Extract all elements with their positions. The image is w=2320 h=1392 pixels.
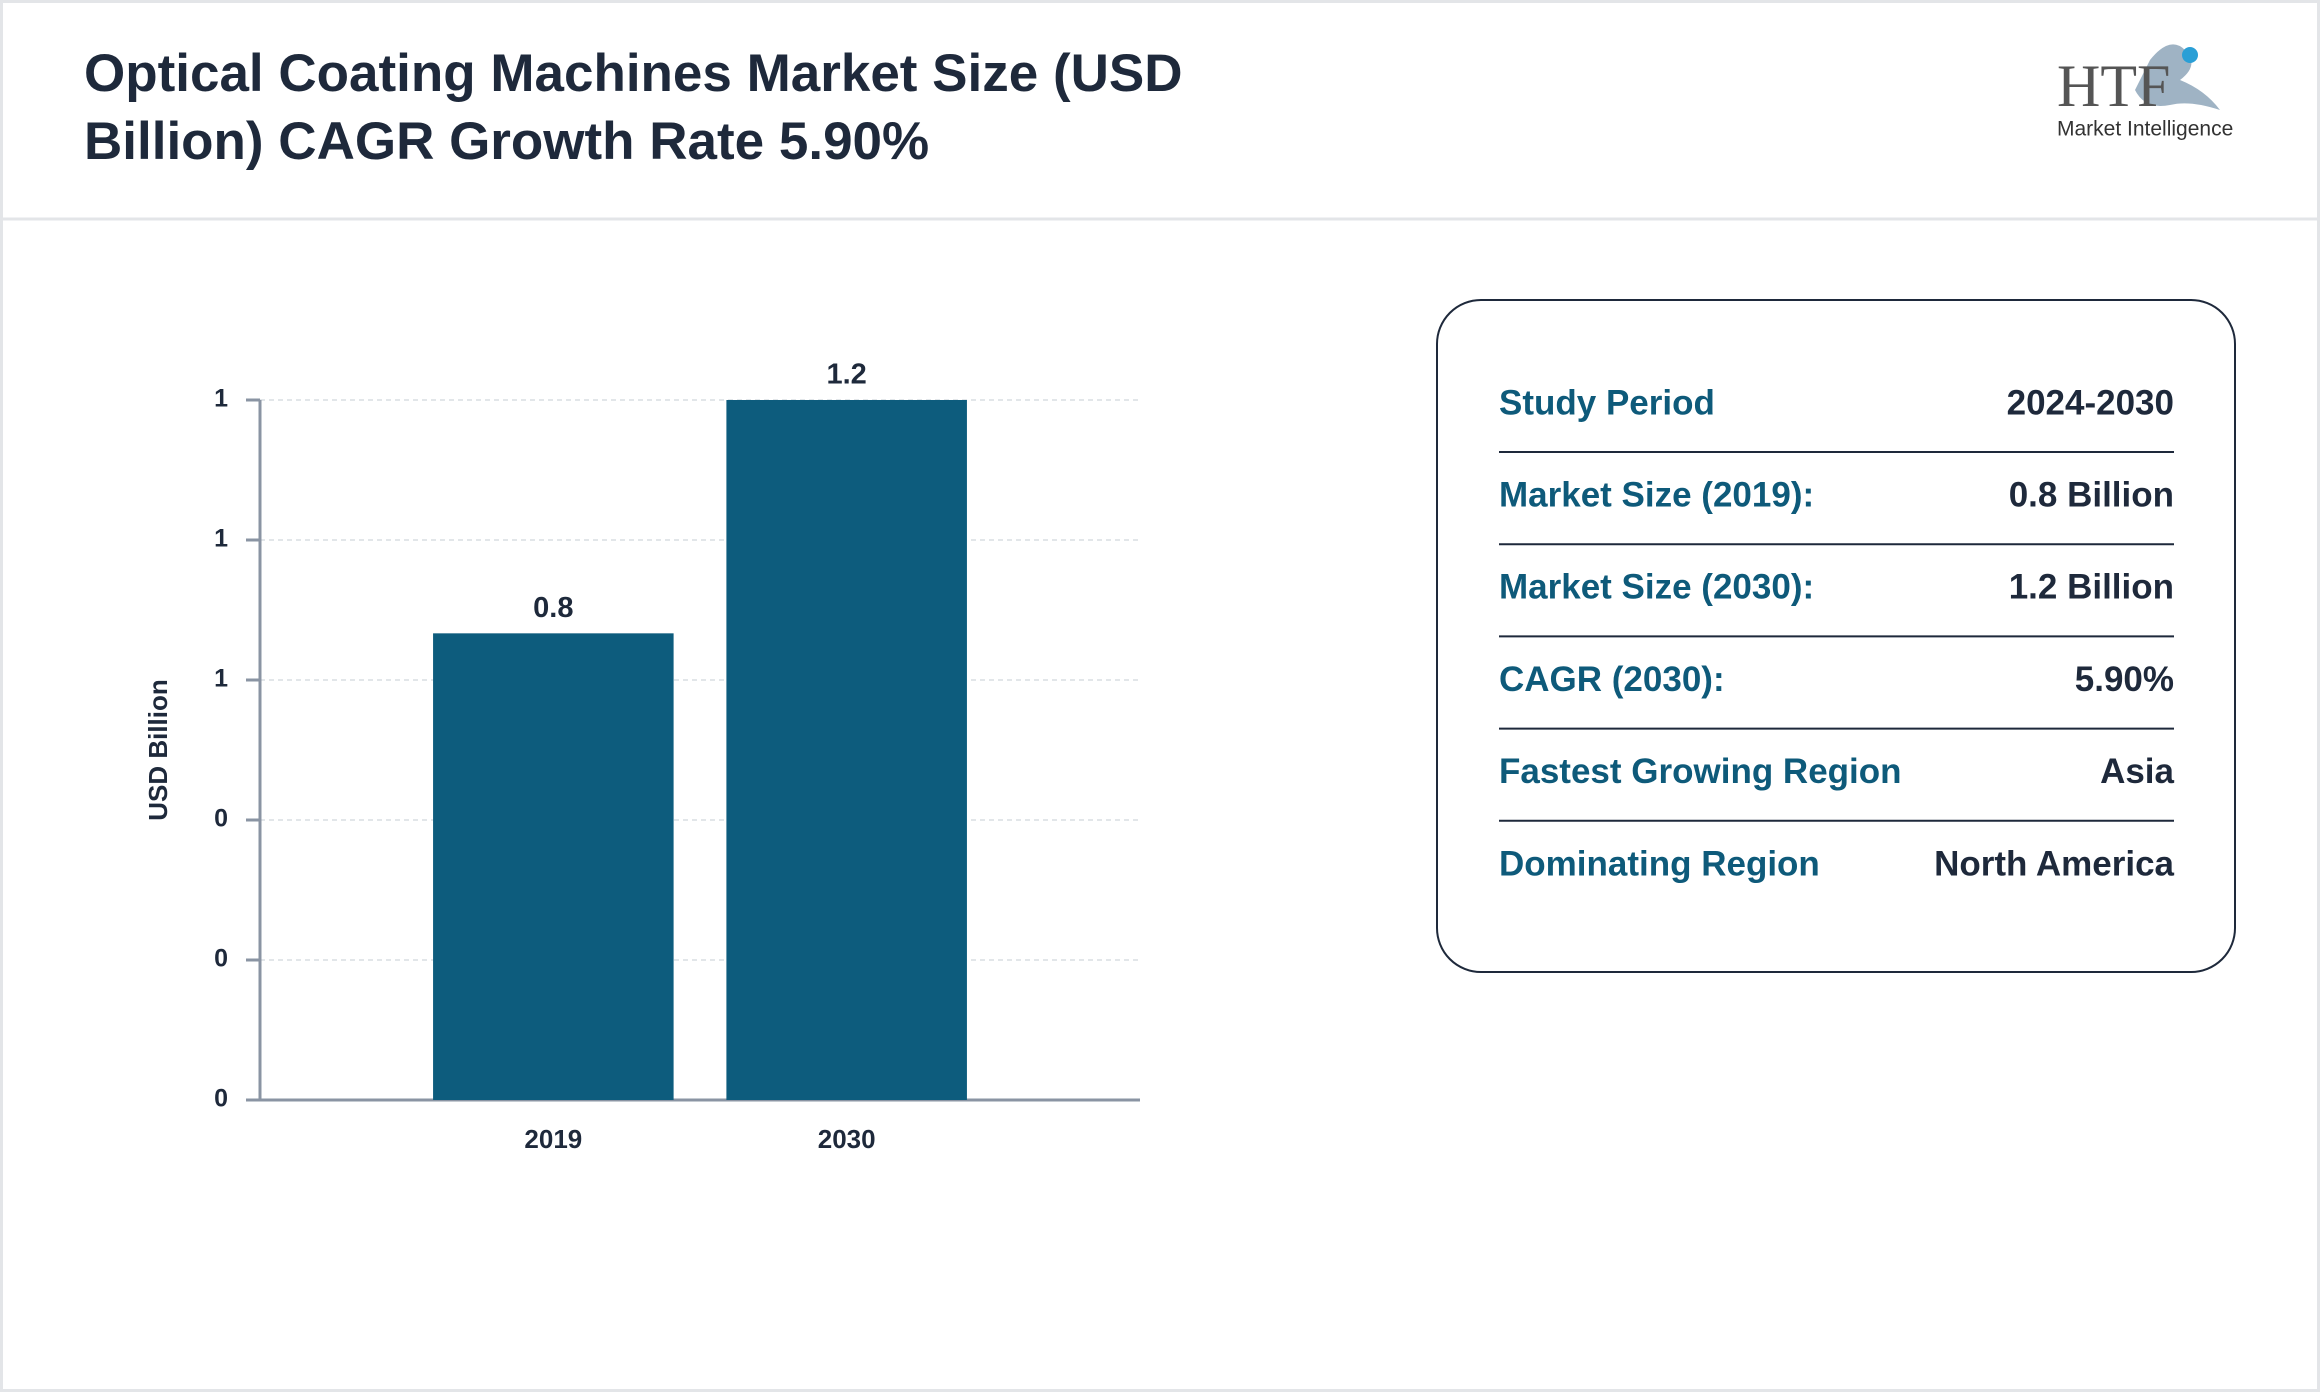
- y-tick-label: 1: [214, 385, 228, 413]
- info-value: 2024-2030: [2007, 383, 2174, 422]
- y-axis-label: USD Billion: [143, 679, 173, 821]
- bar: [433, 633, 674, 1100]
- info-value: North America: [1934, 844, 2174, 883]
- info-label: Study Period: [1499, 383, 1715, 422]
- info-label: Market Size (2030):: [1499, 568, 1814, 607]
- value-label: 1.2: [827, 359, 867, 391]
- title-line: Optical Coating Machines Market Size (US…: [84, 44, 1183, 103]
- value-label: 0.8: [533, 592, 573, 624]
- title-line: Billion) CAGR Growth Rate 5.90%: [84, 112, 929, 171]
- info-value: 1.2 Billion: [2009, 568, 2174, 607]
- x-tick-label: 2030: [818, 1124, 876, 1154]
- y-tick-label: 1: [214, 525, 228, 553]
- info-value: 0.8 Billion: [2009, 475, 2174, 514]
- y-tick-label: 0: [214, 945, 228, 973]
- bar: [726, 400, 967, 1100]
- info-label: Market Size (2019):: [1499, 475, 1814, 514]
- logo-mark: HTF: [2057, 53, 2170, 119]
- info-label: Dominating Region: [1499, 844, 1820, 883]
- y-tick-label: 0: [214, 805, 228, 833]
- logo: HTF Market Intelligence: [2057, 44, 2233, 141]
- info-value: 5.90%: [2075, 660, 2174, 699]
- logo-tagline: Market Intelligence: [2057, 118, 2233, 141]
- logo-icon: [2182, 47, 2198, 63]
- y-tick-label: 1: [214, 665, 228, 693]
- info-value: Asia: [2100, 752, 2174, 791]
- info-label: CAGR (2030):: [1499, 660, 1725, 699]
- y-tick-label: 0: [214, 1085, 228, 1113]
- logo-icon: [2135, 44, 2220, 110]
- info-label: Fastest Growing Region: [1499, 752, 1902, 791]
- x-tick-label: 2019: [524, 1124, 582, 1154]
